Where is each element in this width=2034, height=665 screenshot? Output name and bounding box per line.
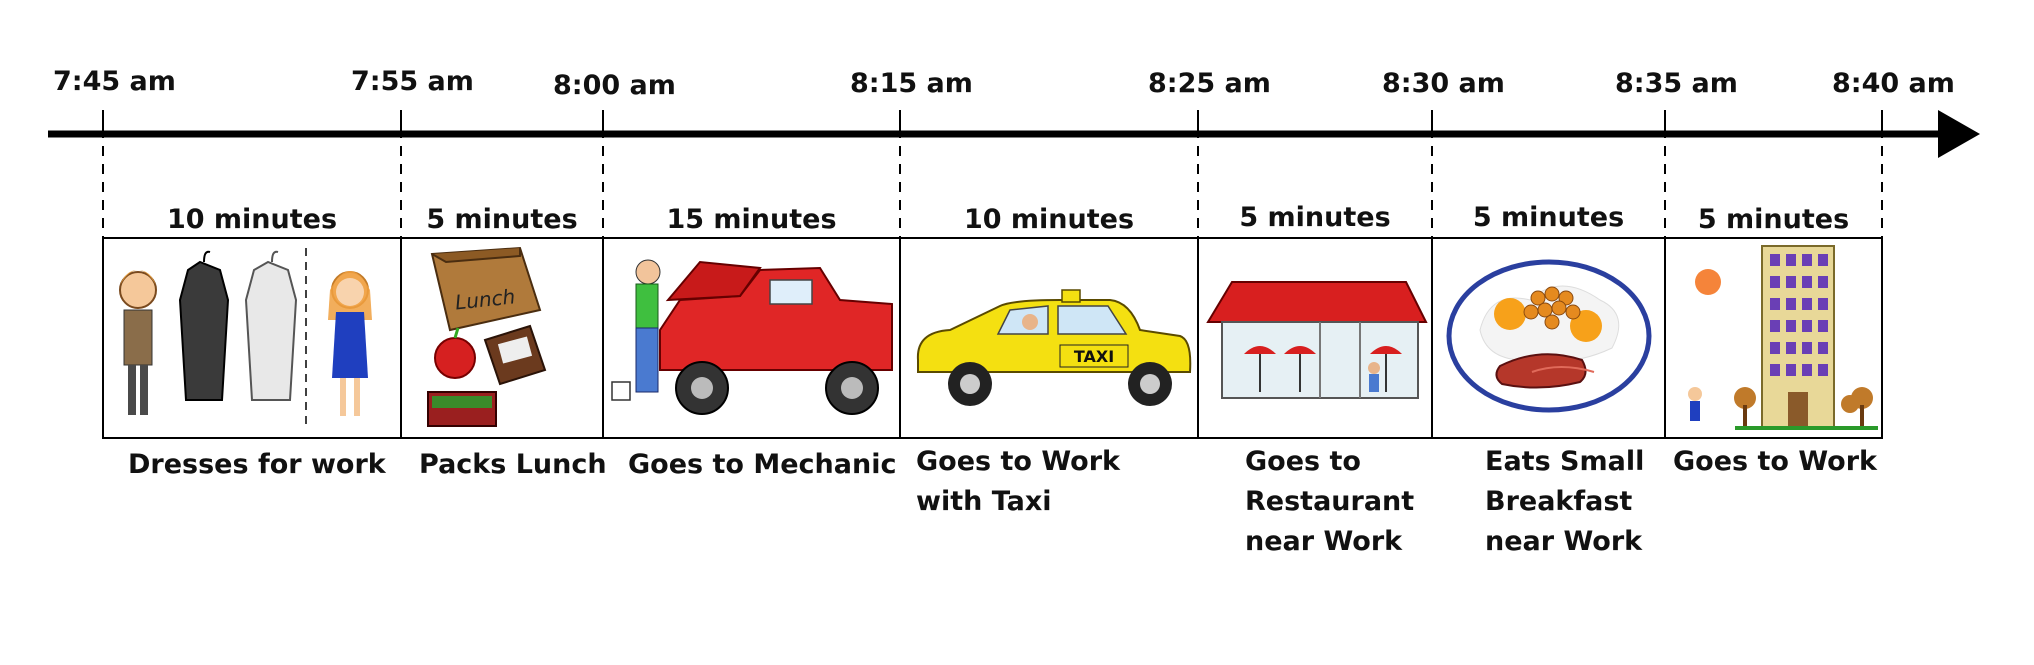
time-label-3: 8:15 am xyxy=(850,68,973,99)
duration-label-3: 10 minutes xyxy=(963,204,1135,235)
breakfast-plate-icon xyxy=(1446,259,1652,413)
duration-label-1: 5 minutes xyxy=(426,204,578,235)
activity-label-5: Eats Small Breakfast near Work xyxy=(1485,446,1645,557)
taxi-icon: TAXI xyxy=(916,289,1192,406)
time-label-2: 8:00 am xyxy=(553,70,676,101)
strip-border xyxy=(102,237,1883,439)
time-label-7: 8:40 am xyxy=(1832,68,1955,99)
duration-label-2: 15 minutes xyxy=(666,204,837,235)
duration-label-5: 5 minutes xyxy=(1472,202,1625,233)
time-label-1: 7:55 am xyxy=(351,66,474,97)
taxi-sign-text: TAXI xyxy=(1074,347,1114,366)
time-label-6: 8:35 am xyxy=(1615,68,1738,99)
duration-label-6: 5 minutes xyxy=(1697,204,1850,235)
duration-label-0: 10 minutes xyxy=(166,204,338,235)
duration-label-4: 5 minutes xyxy=(1239,202,1391,233)
activity-label-6: Goes to Work xyxy=(1673,446,1877,477)
arrow-head-icon xyxy=(1938,110,1980,158)
lunch-bag-icon: Lunch xyxy=(427,246,547,427)
activity-label-0: Dresses for work xyxy=(128,449,386,480)
activity-label-1: Packs Lunch xyxy=(419,449,607,480)
office-building-icon xyxy=(1688,245,1878,430)
restaurant-icon xyxy=(1206,281,1428,399)
time-label-4: 8:25 am xyxy=(1148,68,1271,99)
activity-label-4: Goes to Restaurant near Work xyxy=(1245,446,1415,557)
activity-label-3: Goes to Work with Taxi xyxy=(916,446,1120,517)
mechanic-truck-icon xyxy=(611,259,893,415)
time-label-0: 7:45 am xyxy=(53,66,176,97)
clothes-dressing-icon xyxy=(119,248,372,430)
time-label-5: 8:30 am xyxy=(1382,68,1505,99)
activity-strip xyxy=(102,237,1883,439)
activity-label-2: Goes to Mechanic xyxy=(628,449,897,480)
